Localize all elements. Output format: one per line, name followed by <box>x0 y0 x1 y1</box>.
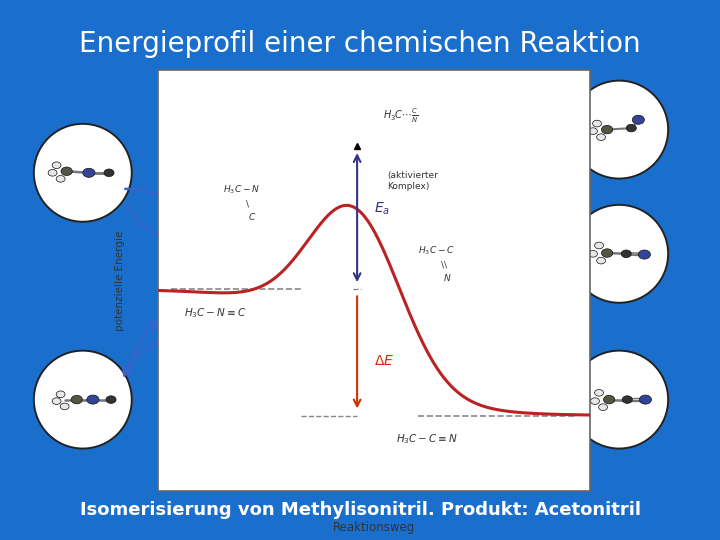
Circle shape <box>56 391 65 397</box>
Text: $H_3C-C$
        $\backslash\backslash$
         $N$: $H_3C-C$ $\backslash\backslash$ $N$ <box>418 245 454 283</box>
Text: (aktivierter
Komplex): (aktivierter Komplex) <box>387 171 438 191</box>
Circle shape <box>71 395 82 404</box>
Circle shape <box>639 395 652 404</box>
Circle shape <box>621 250 631 258</box>
Circle shape <box>595 389 603 396</box>
Ellipse shape <box>570 205 668 303</box>
Circle shape <box>104 169 114 177</box>
Circle shape <box>588 128 598 134</box>
Circle shape <box>597 257 606 264</box>
Text: $H_3C-C\equiv N$: $H_3C-C\equiv N$ <box>396 433 458 446</box>
Text: $\Delta E$: $\Delta E$ <box>374 354 395 368</box>
Circle shape <box>601 125 613 134</box>
Text: potenzielle Energie: potenzielle Energie <box>114 231 125 331</box>
Circle shape <box>595 242 603 249</box>
Circle shape <box>52 162 61 168</box>
Circle shape <box>61 167 72 176</box>
Text: $H_3C-N\equiv C$: $H_3C-N\equiv C$ <box>184 306 247 320</box>
Text: $H_3C-N$
        $\backslash$
         $C$: $H_3C-N$ $\backslash$ $C$ <box>223 184 260 222</box>
Ellipse shape <box>34 124 132 222</box>
Circle shape <box>632 115 644 124</box>
Circle shape <box>106 396 116 403</box>
Circle shape <box>626 124 636 132</box>
Circle shape <box>52 398 61 404</box>
Circle shape <box>87 395 99 404</box>
Circle shape <box>48 170 57 176</box>
Circle shape <box>601 249 613 257</box>
Circle shape <box>590 398 600 404</box>
Circle shape <box>639 250 650 259</box>
Circle shape <box>603 395 615 404</box>
Circle shape <box>588 251 598 257</box>
Text: Reaktionsweg: Reaktionsweg <box>333 521 415 534</box>
Ellipse shape <box>570 350 668 449</box>
Circle shape <box>622 396 632 403</box>
Ellipse shape <box>570 80 668 179</box>
Text: Energieprofil einer chemischen Reaktion: Energieprofil einer chemischen Reaktion <box>79 30 641 58</box>
Circle shape <box>60 403 69 410</box>
Circle shape <box>598 404 608 410</box>
Circle shape <box>597 134 606 140</box>
Text: $E_a$: $E_a$ <box>374 201 390 218</box>
Ellipse shape <box>34 350 132 449</box>
Circle shape <box>83 168 95 177</box>
Text: Isomerisierung von Methylisonitril. Produkt: Acetonitril: Isomerisierung von Methylisonitril. Prod… <box>79 502 641 519</box>
Text: $H_3C \cdots \frac{C}{N}$: $H_3C \cdots \frac{C}{N}$ <box>383 107 418 125</box>
Circle shape <box>56 176 65 182</box>
Circle shape <box>593 120 601 127</box>
